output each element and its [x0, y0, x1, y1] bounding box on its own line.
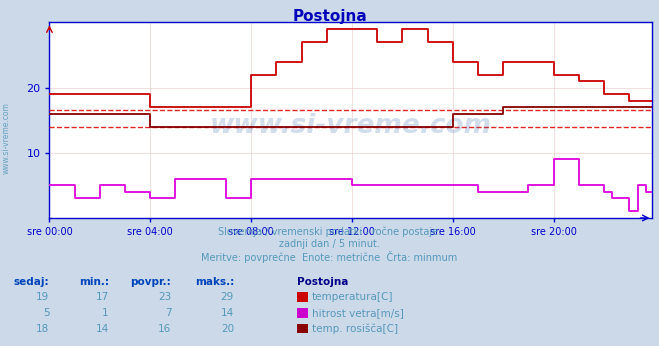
Text: sedaj:: sedaj:: [14, 277, 49, 287]
Text: 19: 19: [36, 292, 49, 302]
Text: zadnji dan / 5 minut.: zadnji dan / 5 minut.: [279, 239, 380, 249]
Text: www.si-vreme.com: www.si-vreme.com: [210, 113, 492, 139]
Text: Slovenija / vremenski podatki - ročne postaje.: Slovenija / vremenski podatki - ročne po…: [218, 227, 441, 237]
Text: 5: 5: [43, 308, 49, 318]
Text: 1: 1: [102, 308, 109, 318]
Text: 16: 16: [158, 324, 171, 334]
Text: maks.:: maks.:: [194, 277, 234, 287]
Text: 29: 29: [221, 292, 234, 302]
Text: Postojna: Postojna: [297, 277, 348, 287]
Text: Postojna: Postojna: [292, 9, 367, 24]
Text: temperatura[C]: temperatura[C]: [312, 292, 393, 302]
Text: 14: 14: [221, 308, 234, 318]
Text: 23: 23: [158, 292, 171, 302]
Text: 14: 14: [96, 324, 109, 334]
Text: Meritve: povprečne  Enote: metrične  Črta: minmum: Meritve: povprečne Enote: metrične Črta:…: [202, 251, 457, 263]
Text: 20: 20: [221, 324, 234, 334]
Text: 7: 7: [165, 308, 171, 318]
Text: 17: 17: [96, 292, 109, 302]
Text: min.:: min.:: [78, 277, 109, 287]
Text: povpr.:: povpr.:: [130, 277, 171, 287]
Text: temp. rosišča[C]: temp. rosišča[C]: [312, 324, 398, 334]
Text: www.si-vreme.com: www.si-vreme.com: [2, 102, 11, 174]
Text: 18: 18: [36, 324, 49, 334]
Text: hitrost vetra[m/s]: hitrost vetra[m/s]: [312, 308, 403, 318]
